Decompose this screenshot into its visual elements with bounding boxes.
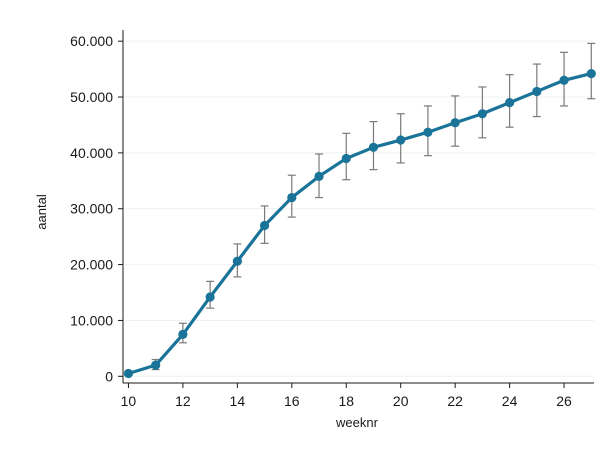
data-point	[423, 127, 433, 137]
data-point	[559, 75, 569, 85]
data-point	[532, 86, 542, 97]
x-tick-label: 26	[556, 393, 572, 409]
y-axis-title: aantal	[34, 194, 49, 230]
data-point	[505, 98, 515, 108]
data-point	[477, 109, 487, 119]
data-point	[123, 368, 134, 379]
x-tick-label: 18	[338, 393, 354, 409]
x-tick-label: 20	[393, 393, 409, 409]
y-tick-label: 10.000	[70, 312, 113, 328]
y-tick-label: 60.000	[70, 33, 113, 49]
grid-lines	[123, 40, 594, 377]
data-point	[586, 68, 596, 79]
axes	[118, 30, 594, 388]
x-tick-label: 12	[175, 393, 191, 409]
data-point	[232, 256, 242, 266]
x-axis-title: weeknr	[335, 415, 379, 430]
data-point	[178, 329, 188, 340]
data-points	[123, 68, 596, 379]
tick-labels: 0 10.000 20.000 30.000 40.000 50.000 60.000 10 1…	[70, 33, 572, 409]
y-tick-label: 20.000	[70, 257, 113, 273]
y-tick-label: 50.000	[70, 89, 113, 105]
x-tick-label: 14	[230, 393, 246, 409]
x-tick-label: 16	[284, 393, 300, 409]
data-point	[287, 192, 297, 203]
x-tick-label: 22	[447, 393, 463, 409]
y-tick-label: 40.000	[70, 145, 113, 161]
data-point	[368, 142, 379, 152]
data-point	[205, 292, 215, 302]
data-point	[314, 171, 324, 181]
data-point	[396, 135, 406, 145]
x-tick-label: 24	[502, 393, 518, 409]
data-series	[126, 71, 593, 376]
error-bars	[124, 42, 596, 376]
data-point	[450, 118, 460, 128]
data-point	[341, 153, 351, 164]
y-tick-label: 30.000	[70, 201, 113, 217]
data-point	[259, 220, 270, 231]
data-point	[151, 360, 161, 370]
x-tick-label: 10	[121, 393, 137, 409]
y-tick-label: 0	[105, 368, 113, 384]
series-line	[126, 71, 593, 376]
